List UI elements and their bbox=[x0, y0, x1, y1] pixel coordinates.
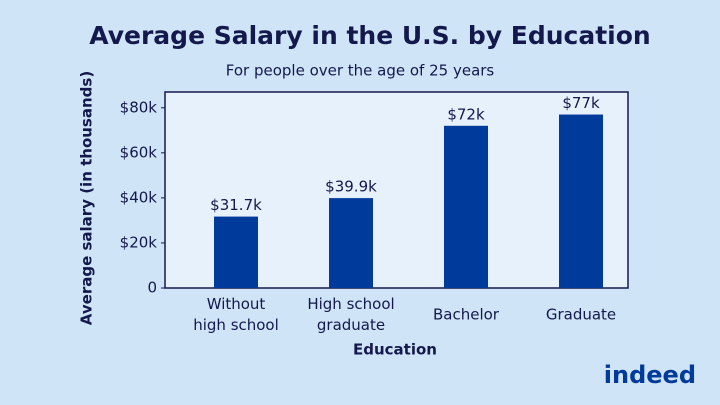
bar bbox=[329, 198, 373, 288]
chart-title: Average Salary in the U.S. by Education bbox=[89, 21, 650, 50]
data-label: $77k bbox=[562, 94, 600, 112]
data-label: $39.9k bbox=[325, 178, 377, 196]
logo: indeed bbox=[604, 361, 696, 389]
y-tick-label: $40k bbox=[120, 188, 158, 206]
y-tick-label: $60k bbox=[120, 143, 158, 161]
x-tick-label: High school graduate bbox=[307, 295, 395, 334]
x-axis-label: Education bbox=[353, 341, 437, 359]
chart-subtitle: For people over the age of 25 years bbox=[226, 62, 495, 80]
bar bbox=[214, 216, 258, 288]
y-tick-label: $20k bbox=[120, 233, 158, 251]
bar bbox=[559, 114, 603, 288]
y-tick-label: 0 bbox=[147, 279, 157, 297]
data-label: $31.7k bbox=[210, 196, 262, 214]
y-tick-label: $80k bbox=[120, 98, 158, 116]
data-label: $72k bbox=[447, 105, 485, 123]
y-axis-label: Average salary (in thousands) bbox=[78, 71, 96, 325]
bar bbox=[444, 125, 488, 288]
x-tick-label: Bachelor bbox=[433, 305, 499, 324]
x-tick-label: Without high school bbox=[193, 295, 279, 334]
x-tick-label: Graduate bbox=[545, 305, 617, 324]
